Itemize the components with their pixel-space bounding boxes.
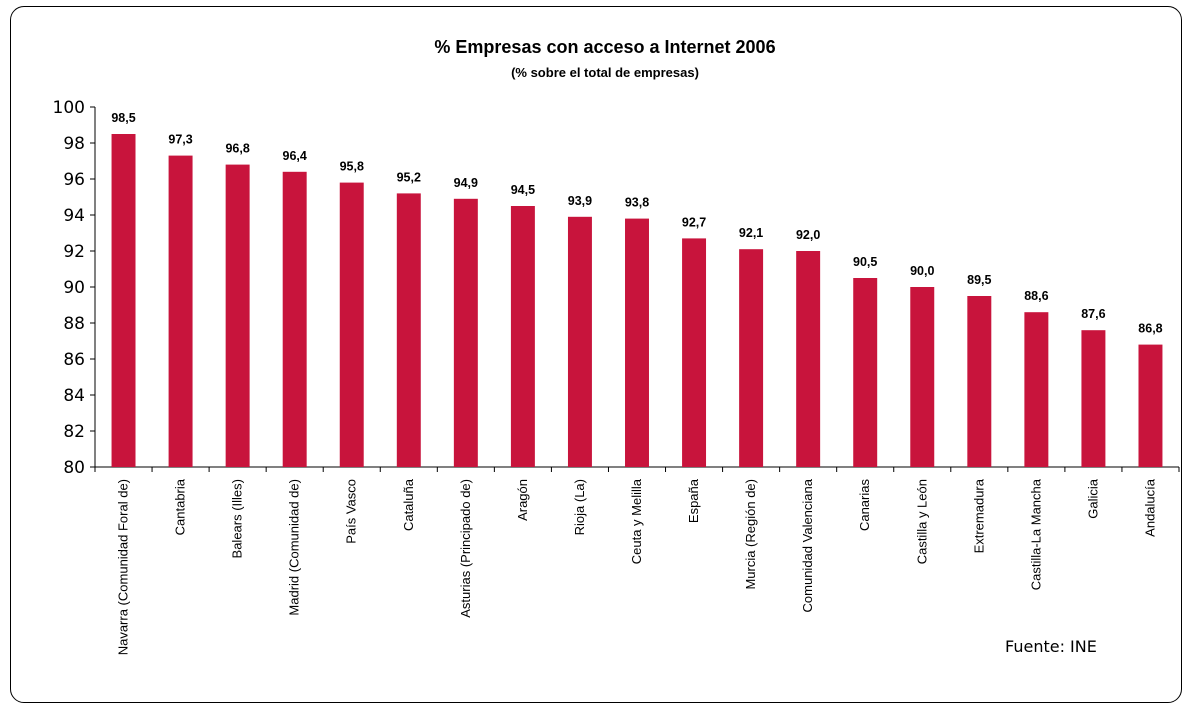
bar — [111, 134, 136, 467]
bar — [510, 206, 535, 467]
x-tick-label: Castilla y León — [914, 479, 929, 564]
bar — [625, 218, 649, 467]
x-tick-label: Castilla-La Mancha — [1028, 478, 1043, 590]
y-tick-label: 92 — [63, 242, 85, 262]
bar — [1138, 344, 1163, 467]
data-label: 95,2 — [397, 170, 421, 184]
bar — [168, 155, 193, 467]
y-tick-label: 82 — [63, 422, 85, 442]
data-label: 92,0 — [796, 228, 820, 242]
bar — [396, 193, 421, 467]
bar — [682, 238, 707, 467]
data-label: 86,8 — [1138, 322, 1162, 336]
data-label: 95,8 — [340, 160, 364, 174]
x-tick-label: País Vasco — [344, 479, 359, 544]
data-label: 90,0 — [910, 264, 934, 278]
data-label: 90,5 — [853, 255, 877, 269]
y-tick-label: 84 — [63, 386, 85, 406]
y-tick-label: 94 — [63, 206, 85, 226]
bar — [739, 249, 764, 467]
y-tick-label: 88 — [63, 314, 85, 334]
x-tick-label: Cantabria — [173, 478, 188, 535]
bar — [796, 251, 821, 467]
bar — [967, 296, 992, 467]
x-tick-label: Extremadura — [971, 478, 986, 553]
x-tick-label: Andalucía — [1142, 478, 1157, 537]
y-tick-label: 86 — [63, 350, 85, 370]
x-tick-label: Madrid (Comunidad de) — [287, 479, 302, 616]
bar — [910, 287, 935, 467]
data-label: 93,8 — [625, 196, 649, 210]
data-label: 94,9 — [454, 176, 478, 190]
x-tick-label: Galicia — [1085, 478, 1100, 519]
bar — [453, 198, 478, 468]
bar — [853, 278, 878, 467]
data-label: 97,3 — [168, 133, 192, 147]
data-label: 93,9 — [568, 194, 592, 208]
data-label: 87,6 — [1081, 307, 1105, 321]
y-tick-label: 100 — [53, 98, 85, 118]
y-tick-label: 90 — [63, 278, 85, 298]
bar — [339, 182, 364, 467]
bar — [1081, 330, 1106, 467]
bar — [1024, 312, 1049, 467]
y-tick-label: 80 — [63, 458, 85, 478]
data-label: 98,5 — [111, 111, 135, 125]
x-tick-label: Canarias — [857, 479, 872, 532]
x-tick-label: Asturias (Principado de) — [458, 479, 473, 618]
bar — [282, 171, 307, 468]
x-tick-label: Rioja (La) — [572, 479, 587, 535]
x-tick-label: España — [686, 478, 701, 523]
chart-labels: 98,5 Navarra (Comunidad Foral de) 97,3 Cant… — [111, 111, 1162, 655]
source-note: Fuente: INE — [1005, 637, 1097, 656]
y-tick-label: 98 — [63, 134, 85, 154]
data-label: 92,7 — [682, 215, 706, 229]
data-label: 89,5 — [967, 273, 991, 287]
x-tick-label: Aragón — [515, 479, 530, 521]
x-tick-label: Balears (Illes) — [230, 479, 245, 558]
bar — [225, 164, 250, 467]
x-tick-label: Navarra (Comunidad Foral de) — [116, 479, 131, 655]
data-label: 94,5 — [511, 183, 535, 197]
x-tick-label: Comunidad Valenciana — [800, 478, 815, 612]
chart-subtitle: (% sobre el total de empresas) — [511, 65, 699, 80]
bar — [567, 216, 592, 467]
chart-bars — [111, 134, 1163, 468]
data-label: 92,1 — [739, 226, 763, 240]
x-tick-label: Cataluña — [401, 478, 416, 531]
data-label: 96,8 — [225, 142, 249, 156]
x-tick-label: Ceuta y Melilla — [629, 478, 644, 564]
x-tick-label: Murcia (Región de) — [743, 479, 758, 590]
chart-title: % Empresas con acceso a Internet 2006 — [434, 37, 775, 57]
data-label: 96,4 — [283, 149, 307, 163]
data-label: 88,6 — [1024, 289, 1048, 303]
y-tick-label: 96 — [63, 170, 85, 190]
chart-axes: 80 82 84 86 88 90 92 94 96 98 100 — [53, 98, 1180, 478]
